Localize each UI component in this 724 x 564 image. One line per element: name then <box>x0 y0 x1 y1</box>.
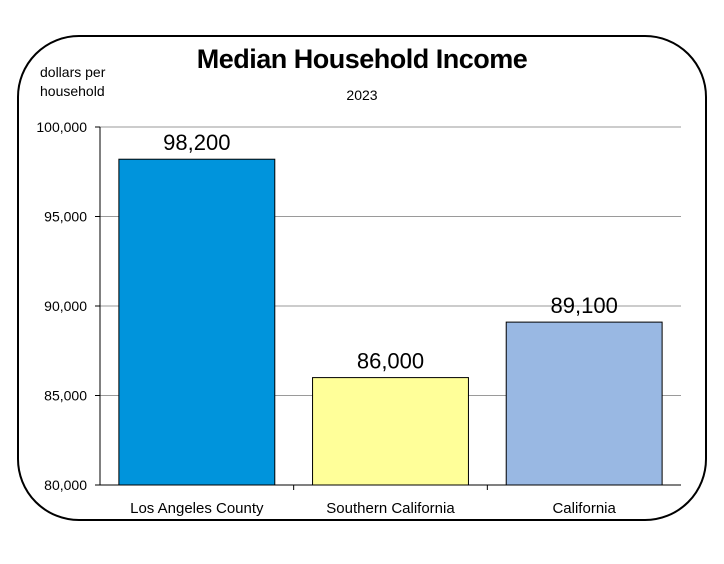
bar <box>312 377 469 486</box>
chart-title: Median Household Income <box>196 44 528 74</box>
y-tick-label: 80,000 <box>44 477 87 493</box>
data-label: 89,100 <box>551 293 618 318</box>
y-tick-label: 95,000 <box>44 209 87 225</box>
y-tick-label: 85,000 <box>44 388 87 404</box>
chart-subtitle: 2023 <box>346 87 378 103</box>
chart-frame <box>17 35 707 521</box>
data-label: 86,000 <box>357 349 424 374</box>
x-tick-label: Los Angeles County <box>130 500 264 517</box>
x-tick-label: California <box>552 500 616 517</box>
y-tick-label: 100,000 <box>36 119 87 135</box>
x-tick-label: Southern California <box>326 500 455 517</box>
y-tick-label: 90,000 <box>44 298 87 314</box>
bar <box>118 158 276 486</box>
y-axis-label-line-2: household <box>40 83 105 99</box>
y-axis-label-line-1: dollars per <box>40 64 106 80</box>
y-axis-label: dollars per household <box>40 63 105 101</box>
bar <box>505 321 663 486</box>
data-label: 98,200 <box>163 130 230 155</box>
